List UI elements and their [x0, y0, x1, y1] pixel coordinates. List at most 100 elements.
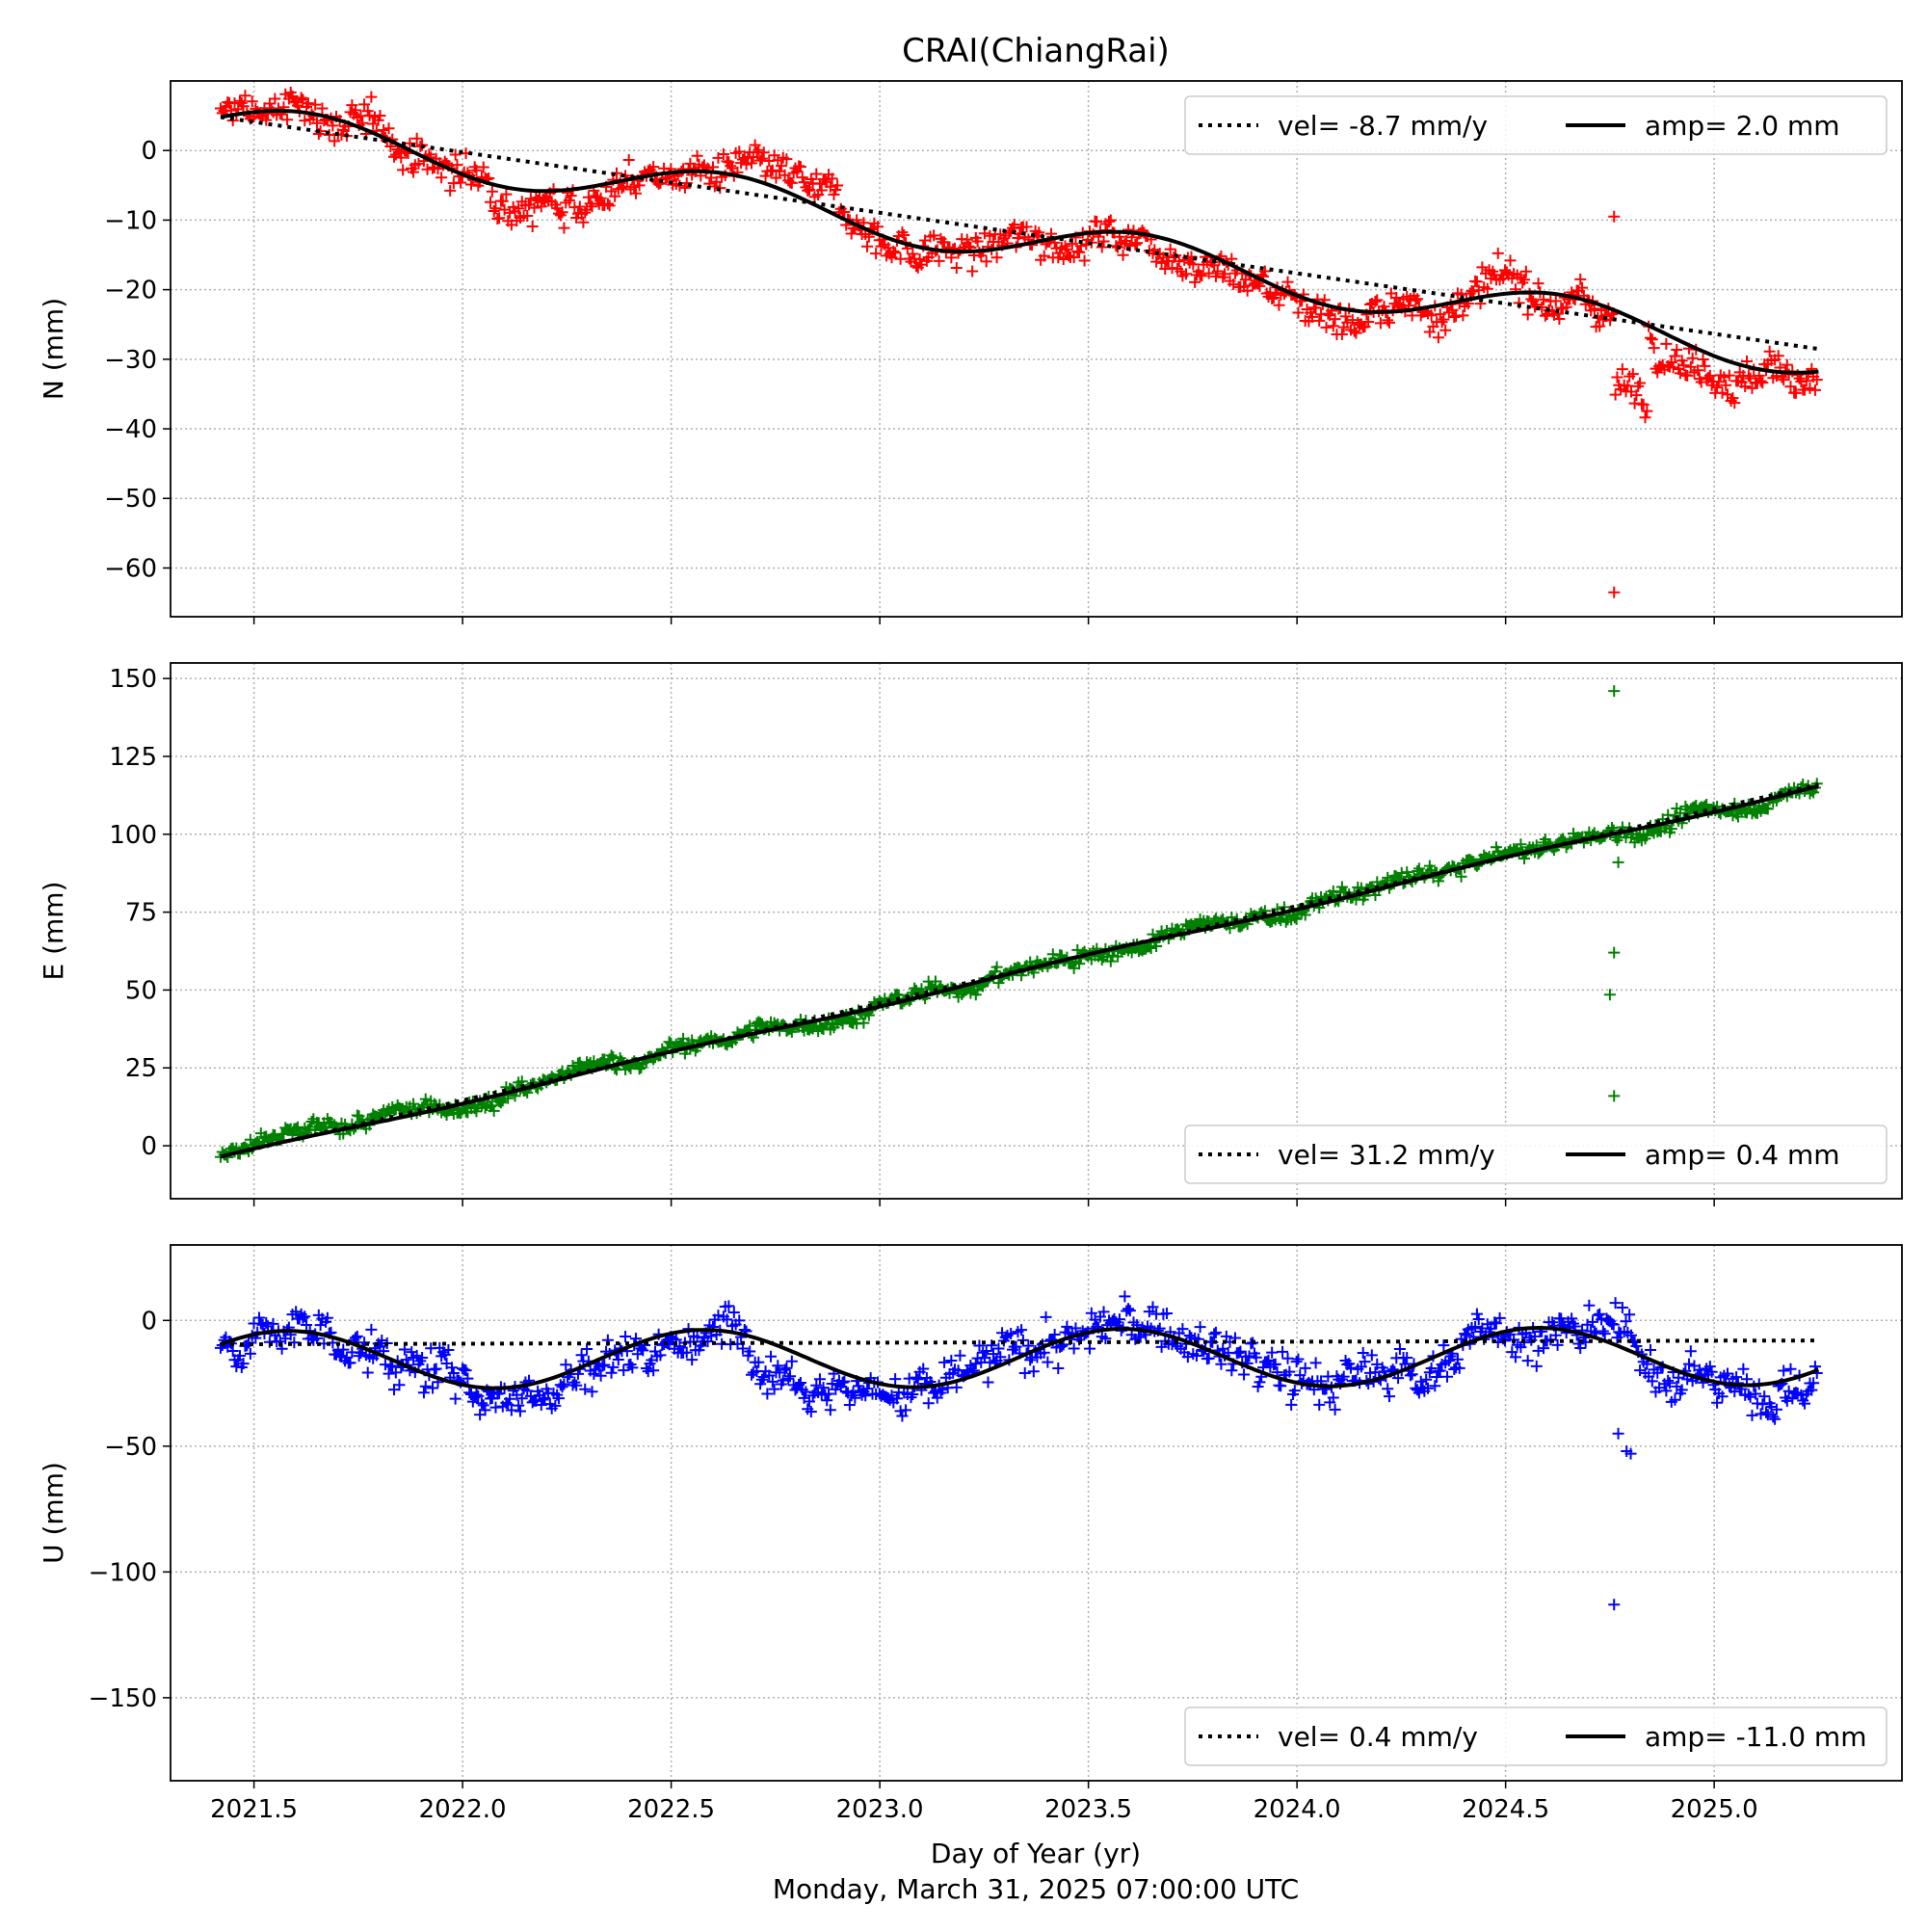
data-point [1005, 1327, 1017, 1339]
data-point [794, 1377, 806, 1389]
data-point [680, 176, 693, 189]
data-point [1586, 1315, 1598, 1328]
y-tick-label: −60 [104, 554, 157, 583]
data-point [607, 1361, 620, 1373]
data-point [938, 1356, 951, 1368]
data-point [717, 147, 729, 160]
data-point [1444, 1350, 1457, 1363]
data-point [1254, 1376, 1266, 1389]
y-tick-label: −40 [104, 415, 157, 444]
data-point [1180, 268, 1193, 280]
data-point [1429, 1380, 1441, 1392]
data-point [1024, 1354, 1037, 1366]
data-point [1054, 247, 1067, 259]
data-point [913, 253, 926, 266]
data-point [1202, 267, 1215, 279]
y-axis-label: U (mm) [38, 1462, 69, 1564]
data-point [1145, 941, 1157, 954]
axes-frame [170, 80, 1903, 618]
y-tick-label: 75 [125, 899, 157, 928]
data-point [1018, 1366, 1031, 1379]
data-point [629, 187, 642, 199]
data-point [291, 99, 304, 112]
scatter-series-U [214, 1290, 1823, 1611]
data-point [1068, 251, 1080, 264]
data-point [780, 1362, 793, 1374]
data-point [633, 179, 646, 192]
data-point [1104, 214, 1117, 226]
x-tick-label: 2024.5 [1462, 1795, 1549, 1824]
data-point [1765, 1400, 1778, 1413]
data-point [785, 1355, 798, 1367]
data-point [570, 1379, 583, 1391]
data-point [847, 1387, 859, 1399]
data-point [766, 1375, 779, 1388]
data-point [513, 1399, 525, 1412]
data-point [1624, 1447, 1637, 1460]
x-tick-label: 2022.0 [419, 1795, 507, 1824]
data-point [1504, 254, 1517, 267]
data-point [1341, 316, 1354, 329]
data-point [263, 97, 276, 110]
data-point [1420, 1373, 1433, 1386]
data-point [1746, 382, 1758, 394]
data-point [755, 152, 768, 165]
data-point [1711, 382, 1724, 394]
data-point [1232, 1346, 1245, 1359]
data-point [915, 983, 928, 995]
data-point [1784, 381, 1797, 393]
data-point [826, 172, 838, 185]
data-point [472, 1389, 485, 1402]
data-point [1313, 1398, 1326, 1411]
data-point [302, 97, 314, 110]
data-point [1608, 1090, 1621, 1102]
legend-label: amp= 0.4 mm [1645, 1139, 1840, 1171]
data-point [779, 1363, 791, 1376]
data-point [1744, 1390, 1756, 1403]
data-point [337, 1343, 350, 1356]
data-point [1215, 1358, 1227, 1370]
data-point [1574, 1342, 1587, 1355]
data-point [496, 1095, 509, 1107]
data-point [971, 235, 984, 248]
data-point [365, 91, 378, 103]
data-point [836, 1018, 849, 1030]
data-point [301, 1318, 313, 1331]
data-point [1313, 314, 1326, 327]
data-point [1266, 293, 1279, 305]
data-point [486, 185, 498, 198]
data-point [1781, 1394, 1793, 1407]
data-point [421, 163, 434, 175]
data-point [601, 198, 614, 210]
data-point [1711, 1396, 1724, 1409]
data-point [444, 184, 457, 197]
data-point [740, 158, 752, 171]
data-point [798, 176, 810, 189]
data-point [1119, 1290, 1131, 1303]
data-point [579, 1383, 592, 1395]
data-point [990, 251, 1003, 264]
data-point [1676, 1384, 1688, 1396]
y-tick-label: −150 [89, 1684, 157, 1713]
data-point [1583, 1299, 1596, 1311]
data-point [1196, 270, 1208, 282]
data-point [1320, 321, 1333, 333]
data-point [260, 114, 273, 126]
data-point [945, 251, 958, 264]
data-point [1782, 1385, 1795, 1397]
data-point [862, 1009, 875, 1021]
data-point [1611, 834, 1623, 847]
data-point [395, 151, 408, 164]
data-point [815, 184, 828, 197]
data-point [1290, 913, 1303, 925]
data-point [1085, 1307, 1097, 1319]
data-point [1612, 856, 1624, 868]
data-point [1620, 1315, 1632, 1328]
data-point [470, 164, 483, 176]
data-point [1384, 1390, 1395, 1403]
data-point [237, 1358, 250, 1370]
data-point [1063, 250, 1075, 262]
data-point [485, 196, 497, 208]
data-point [1581, 1318, 1594, 1331]
data-point [973, 1339, 986, 1352]
